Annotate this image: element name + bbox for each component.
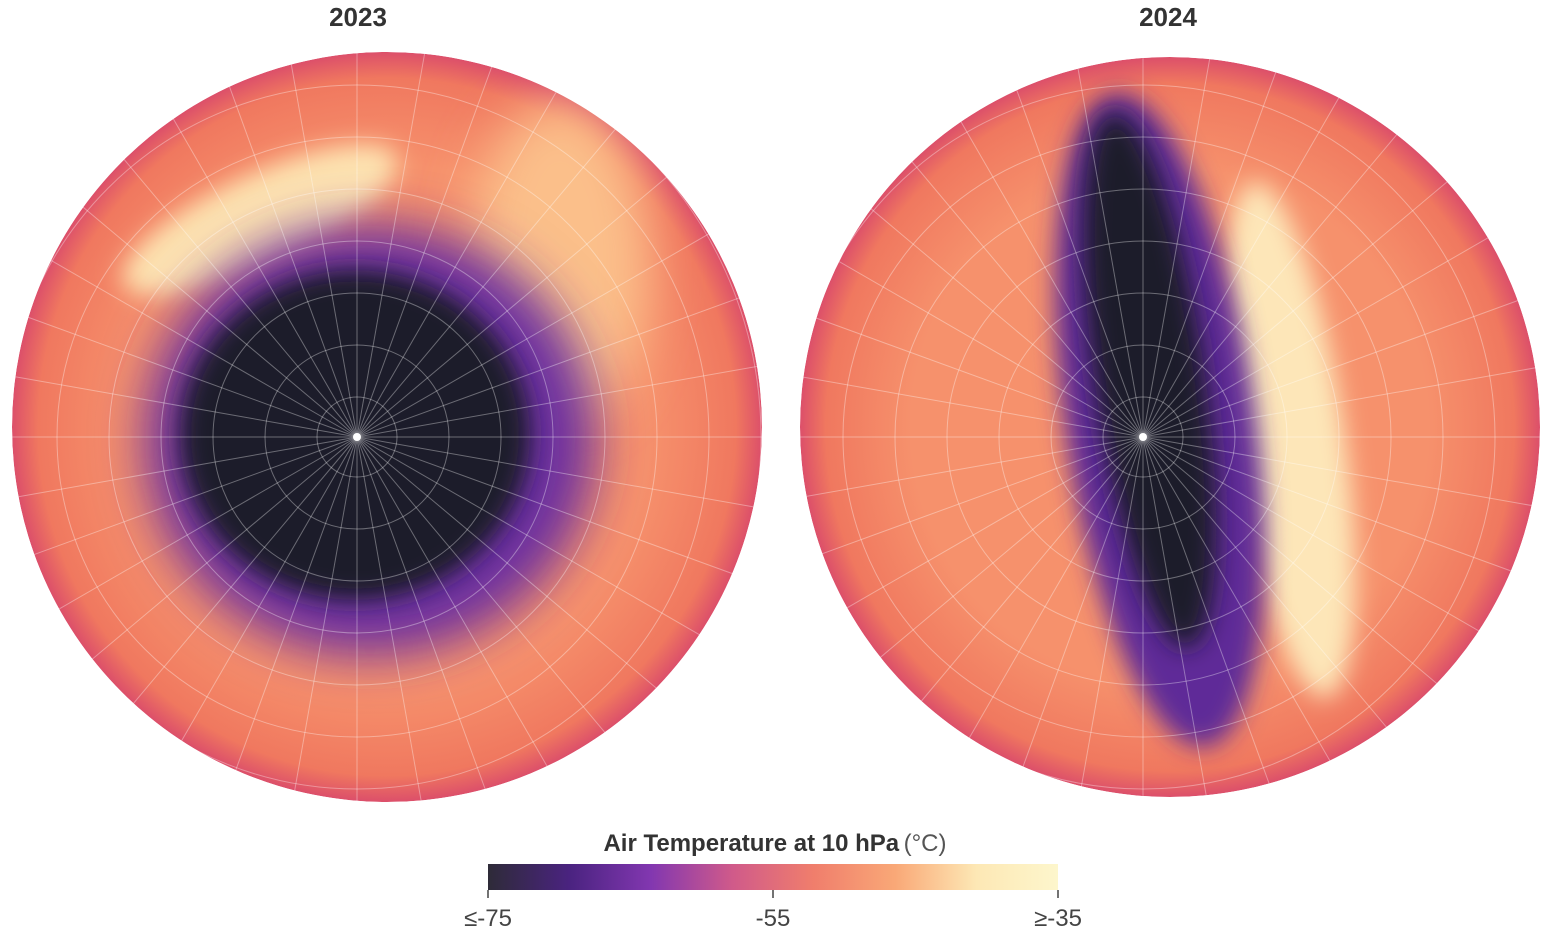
map-title: 2023 [329, 2, 387, 32]
tick-label: -55 [756, 905, 791, 932]
colorbar [488, 864, 1058, 890]
tick-label: ≥-35 [1034, 905, 1082, 932]
map-2023 [0, 0, 857, 935]
map-2024 [643, 0, 1542, 935]
figure: 2023 2024 Air Temperature at 10 hPa (°C)… [0, 0, 1542, 935]
colorbar-title: Air Temperature at 10 hPa (°C) [603, 830, 946, 857]
colorbar-title-text: Air Temperature at 10 hPa [603, 830, 899, 857]
tick-label: ≤-75 [464, 905, 512, 932]
colorbar-unit: (°C) [904, 830, 947, 857]
map-title: 2024 [1139, 2, 1197, 32]
